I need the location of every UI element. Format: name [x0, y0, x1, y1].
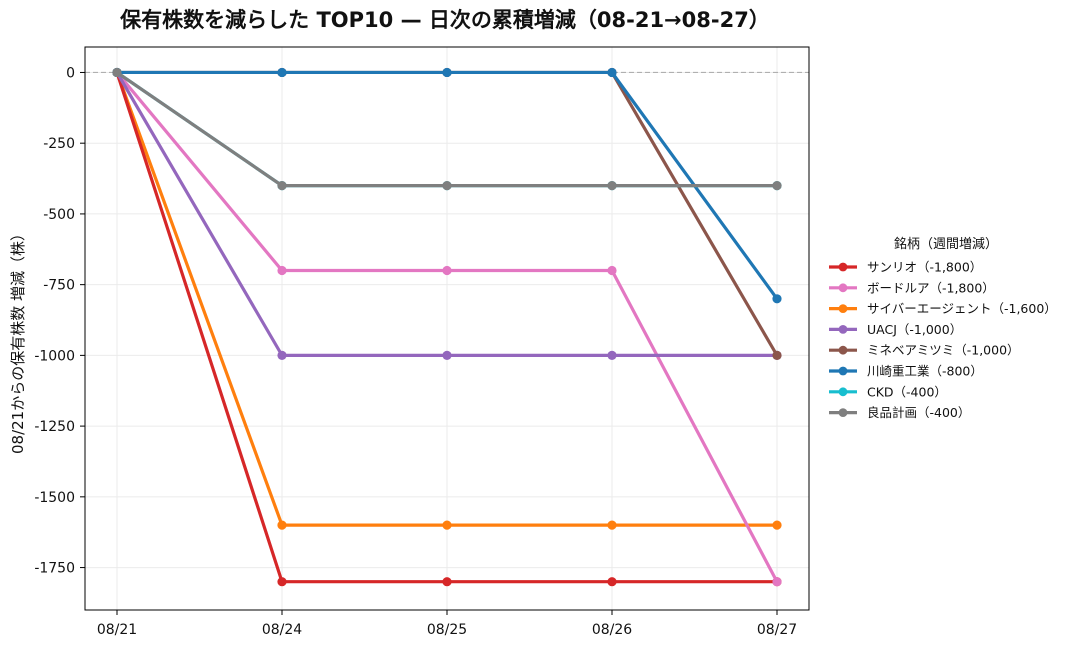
legend-item: UACJ（-1,000） [829, 322, 962, 337]
data-point [277, 67, 287, 78]
x-tick-label: 08/25 [427, 622, 467, 638]
data-point [607, 350, 617, 360]
data-point [112, 67, 122, 78]
y-tick-label: -500 [43, 207, 75, 223]
series-7 [112, 67, 782, 191]
data-point [442, 350, 452, 360]
data-point [277, 350, 287, 360]
legend-title: 銘柄（週間増減） [894, 236, 998, 252]
legend-label: ミネベアミツミ（-1,000） [867, 343, 1020, 358]
series-layer [112, 67, 782, 587]
data-point [607, 577, 617, 587]
x-tick-label: 08/24 [262, 622, 302, 638]
data-point [772, 294, 782, 304]
y-tick-label: -1250 [34, 419, 75, 435]
legend-label: サンリオ（-1,800） [867, 260, 982, 275]
data-point [607, 67, 617, 78]
data-point [772, 181, 782, 191]
legend: 銘柄（週間増減） サンリオ（-1,800） ボードルア（-1,800） サイバーエー… [829, 236, 1057, 420]
legend-swatch-marker [838, 304, 848, 313]
legend-item: 川崎重工業（-800） [829, 364, 983, 379]
y-tick-label: 0 [66, 65, 75, 81]
x-tick-label: 08/26 [592, 622, 632, 638]
x-tick-label: 08/21 [97, 622, 137, 638]
legend-swatch-marker [838, 283, 848, 293]
legend-label: UACJ（-1,000） [867, 322, 962, 337]
y-tick-label: -1000 [34, 348, 75, 364]
legend-item: CKD（-400） [829, 384, 947, 399]
data-point [607, 181, 617, 191]
data-point [772, 520, 782, 530]
legend-swatch-marker [838, 262, 848, 272]
legend-label: 良品計画（-400） [867, 405, 970, 420]
data-point [277, 181, 287, 191]
y-axis-label: 08/21からの保有株数 増減（株） [9, 226, 27, 454]
data-point [442, 67, 452, 78]
legend-label: CKD（-400） [867, 384, 947, 399]
data-point [442, 520, 452, 530]
data-point [607, 265, 617, 276]
legend-item: ボードルア（-1,800） [829, 280, 995, 295]
data-point [277, 520, 287, 530]
data-point [442, 265, 452, 276]
legend-swatch-marker [838, 325, 848, 334]
x-tick-label: 08/27 [757, 622, 797, 638]
data-point [277, 265, 287, 276]
data-point [607, 520, 617, 530]
legend-label: 川崎重工業（-800） [867, 364, 983, 379]
data-point [442, 577, 452, 587]
legend-item: 良品計画（-400） [829, 405, 970, 420]
legend-swatch-marker [838, 408, 848, 417]
legend-item: サイバーエージェント（-1,600） [829, 301, 1057, 316]
legend-label: サイバーエージェント（-1,600） [867, 301, 1057, 316]
y-tick-label: -1500 [34, 490, 75, 506]
chart-title: 保有株数を減らした TOP10 — 日次の累積増減（08-21→08-27） [119, 8, 770, 32]
axes: 08/21 08/24 08/25 08/26 08/27 0 -250 -500 -750 -1… [34, 65, 797, 638]
legend-item: サンリオ（-1,800） [829, 260, 982, 275]
legend-label: ボードルア（-1,800） [867, 280, 995, 295]
data-point [277, 577, 287, 587]
legend-item: ミネベアミツミ（-1,000） [829, 343, 1020, 358]
legend-swatch-marker [838, 345, 848, 355]
y-tick-label: -1750 [34, 561, 75, 577]
y-tick-label: -250 [43, 136, 75, 152]
data-point [442, 181, 452, 191]
legend-swatch-marker [838, 366, 848, 376]
legend-swatch-marker [838, 387, 848, 397]
y-tick-label: -750 [43, 278, 75, 294]
data-point [772, 350, 782, 360]
data-point [772, 577, 782, 587]
